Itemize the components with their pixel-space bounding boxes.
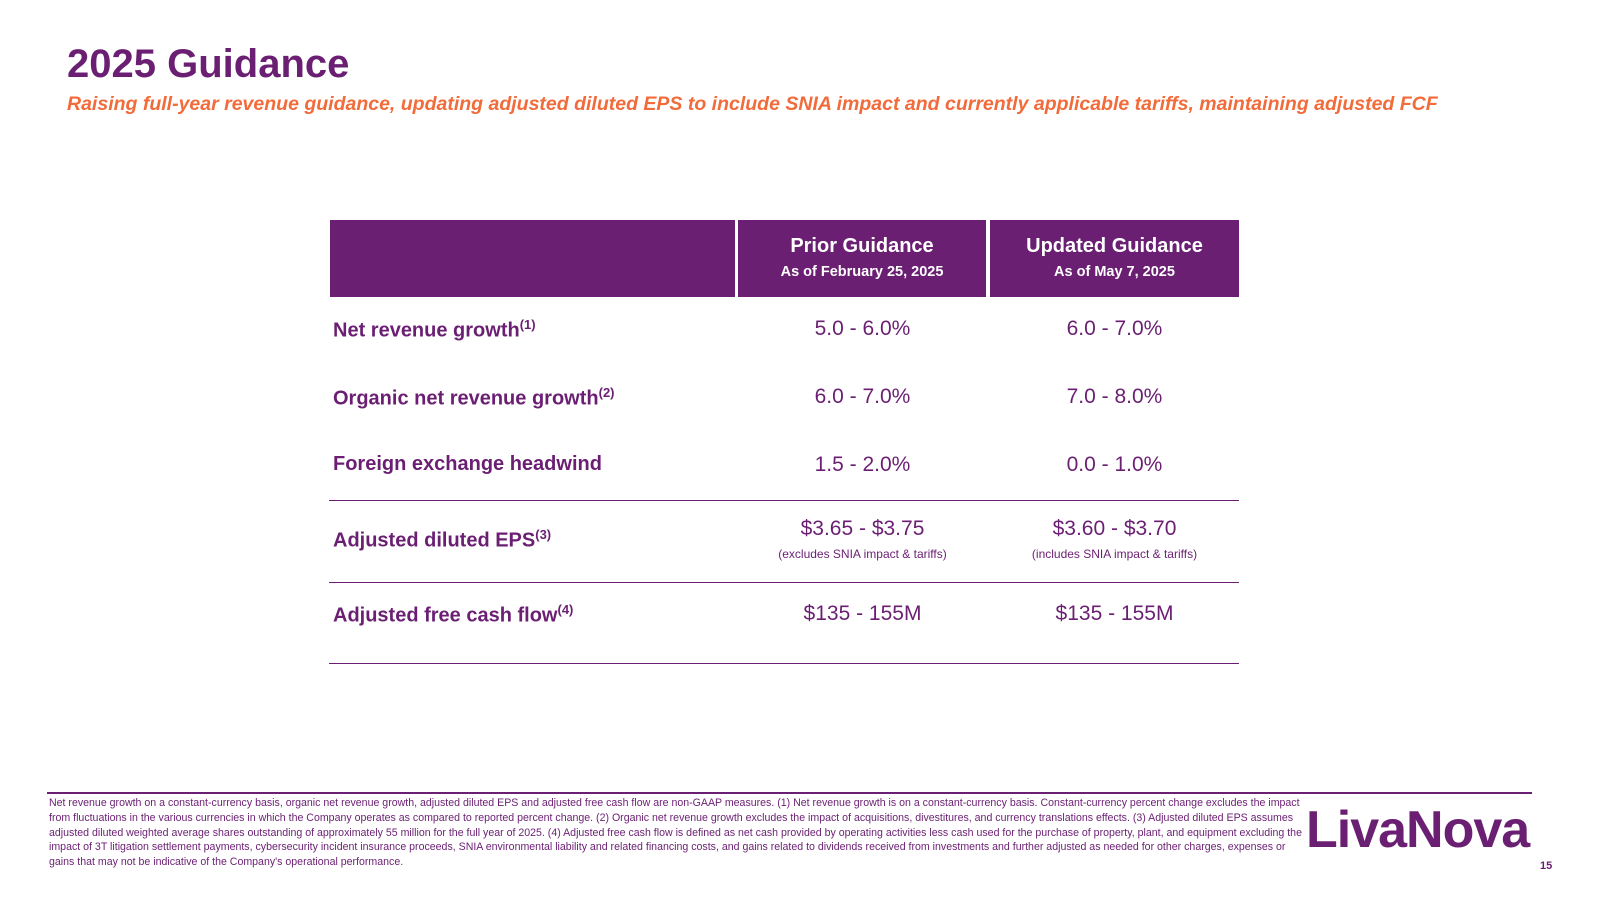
value-note: (excludes SNIA impact & tariffs) <box>778 547 947 561</box>
header-cell <box>330 220 735 297</box>
cell-value: 6.0 - 7.0% <box>738 385 987 409</box>
value-text: 6.0 - 7.0% <box>1066 317 1163 340</box>
footnote-ref: (4) <box>557 602 574 617</box>
row-label: Net revenue growth(1) <box>333 317 536 343</box>
cell-value: $135 - 155M <box>738 602 987 626</box>
row-label-text: Adjusted free cash flow <box>333 604 558 627</box>
row-rule <box>329 663 1239 664</box>
table-row: Foreign exchange headwind 1.5 - 2.0% 0.0 -… <box>330 433 1239 500</box>
value-text: 7.0 - 8.0% <box>1066 385 1163 408</box>
title: 2025 Guidance <box>67 42 350 86</box>
value-text: 5.0 - 6.0% <box>814 317 911 340</box>
row-label: Organic net revenue growth(2) <box>333 385 615 411</box>
subtitle: Raising full-year revenue guidance, upda… <box>67 93 1438 115</box>
value-text: $3.60 - $3.70 <box>1052 517 1177 540</box>
page-number: 15 <box>1540 860 1553 872</box>
cell-value: 5.0 - 6.0% <box>738 317 987 341</box>
header-cell: Prior Guidance As of February 25, 2025 <box>738 220 986 297</box>
column-title: Updated Guidance <box>1026 235 1203 257</box>
footnote-ref: (3) <box>535 527 552 542</box>
value-text: 0.0 - 1.0% <box>1066 453 1163 476</box>
cell-value: $3.65 - $3.75 (excludes SNIA impact & tar… <box>738 517 987 561</box>
table-row: Organic net revenue growth(2) 6.0 - 7.0% 7… <box>330 365 1239 433</box>
cell-value: 6.0 - 7.0% <box>990 317 1239 341</box>
logo: LivaNova <box>1306 801 1530 859</box>
value-text: 1.5 - 2.0% <box>814 453 911 476</box>
table-row: Net revenue growth(1) 5.0 - 6.0% 6.0 - 7.0… <box>330 297 1239 365</box>
row-rule <box>329 500 1239 501</box>
row-label-text: Adjusted diluted EPS <box>333 529 536 552</box>
row-label-text: Net revenue growth <box>333 319 520 342</box>
table-row: Adjusted diluted EPS(3) $3.65 - $3.75 (exc… <box>330 500 1239 582</box>
value-text: $135 - 155M <box>803 602 922 625</box>
row-label-text: Foreign exchange headwind <box>333 453 602 475</box>
row-label: Adjusted diluted EPS(3) <box>333 527 551 553</box>
column-subtitle: As of February 25, 2025 <box>780 264 944 280</box>
table-row: Adjusted free cash flow(4) $135 - 155M $13… <box>330 582 1239 663</box>
value-note: (includes SNIA impact & tariffs) <box>1031 547 1198 561</box>
value-text: $135 - 155M <box>1055 602 1174 625</box>
column-subtitle: As of May 7, 2025 <box>1054 264 1175 280</box>
cell-value: 1.5 - 2.0% <box>738 453 987 477</box>
cell-value: 7.0 - 8.0% <box>990 385 1239 409</box>
footnote-ref: (2) <box>598 385 615 400</box>
value-text: 6.0 - 7.0% <box>814 385 911 408</box>
cell-value: 0.0 - 1.0% <box>990 453 1239 477</box>
footer-rule <box>47 792 1532 794</box>
value-text: $3.65 - $3.75 <box>800 517 925 540</box>
cell-value: $135 - 155M <box>990 602 1239 626</box>
row-label: Adjusted free cash flow(4) <box>333 602 573 628</box>
footnote: Net revenue growth on a constant-currenc… <box>49 797 1302 869</box>
column-title: Prior Guidance <box>790 235 934 257</box>
row-rule <box>329 582 1239 583</box>
cell-value: $3.60 - $3.70 (includes SNIA impact & tar… <box>990 517 1239 561</box>
row-label-text: Organic net revenue growth <box>333 387 599 410</box>
row-label: Foreign exchange headwind <box>333 453 602 476</box>
header-cell: Updated Guidance As of May 7, 2025 <box>990 220 1239 297</box>
footnote-ref: (1) <box>519 317 536 332</box>
